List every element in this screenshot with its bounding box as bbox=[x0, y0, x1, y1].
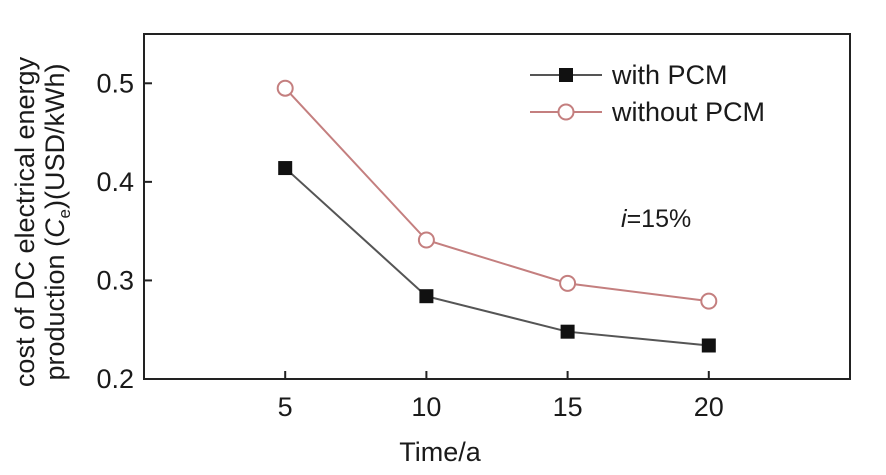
axis-ticks: 5 10 15 20 0.2 0.3 0.4 0.5 bbox=[96, 68, 723, 422]
y-axis-title: cost of DC electrical energy production … bbox=[10, 56, 74, 387]
y-tick-label: 0.4 bbox=[96, 167, 134, 197]
x-tick-label: 5 bbox=[278, 392, 293, 422]
data-point-without-pcm bbox=[276, 79, 294, 97]
legend-label-with-pcm: with PCM bbox=[611, 60, 728, 90]
series-layer bbox=[276, 79, 718, 353]
data-point-with-pcm bbox=[419, 289, 434, 304]
plot-frame bbox=[143, 33, 851, 380]
y-tick-label: 0.3 bbox=[96, 265, 134, 295]
data-point-without-pcm bbox=[700, 292, 718, 310]
y-axis-title-post: )(USD/kWh) bbox=[40, 63, 70, 208]
legend-marker-without-pcm bbox=[557, 103, 575, 121]
y-axis-title-line2: production (Ce)(USD/kWh) bbox=[40, 63, 74, 380]
annotation-symbol: i bbox=[621, 205, 628, 233]
data-point-without-pcm bbox=[559, 274, 577, 292]
data-point-with-pcm bbox=[278, 161, 293, 176]
x-tick-label: 20 bbox=[694, 392, 724, 422]
y-tick-label: 0.5 bbox=[96, 68, 134, 98]
y-axis-title-subscript: e bbox=[55, 209, 74, 218]
series-line-with-pcm bbox=[284, 167, 709, 347]
legend-item-with-pcm: with PCM bbox=[530, 60, 728, 90]
x-tick-label: 10 bbox=[411, 392, 441, 422]
legend-marker-with-pcm bbox=[559, 68, 573, 82]
legend-item-without-pcm: without PCM bbox=[530, 97, 765, 127]
y-axis-title-symbol: C bbox=[40, 218, 70, 238]
interest-rate-annotation: i=15% bbox=[621, 205, 691, 233]
data-point-with-pcm bbox=[560, 324, 575, 339]
y-axis-title-line1: cost of DC electrical energy bbox=[10, 56, 40, 387]
data-point-with-pcm bbox=[701, 338, 716, 353]
data-point-without-pcm bbox=[417, 231, 435, 249]
series-line-without-pcm bbox=[284, 87, 709, 303]
x-axis-title: Time/a bbox=[399, 437, 481, 467]
y-tick-label: 0.2 bbox=[96, 364, 134, 394]
legend: with PCM without PCM bbox=[530, 60, 765, 127]
legend-label-without-pcm: without PCM bbox=[611, 97, 765, 127]
y-axis-title-pre: production ( bbox=[40, 238, 70, 381]
x-tick-label: 15 bbox=[553, 392, 583, 422]
annotation-value: =15% bbox=[627, 205, 692, 233]
